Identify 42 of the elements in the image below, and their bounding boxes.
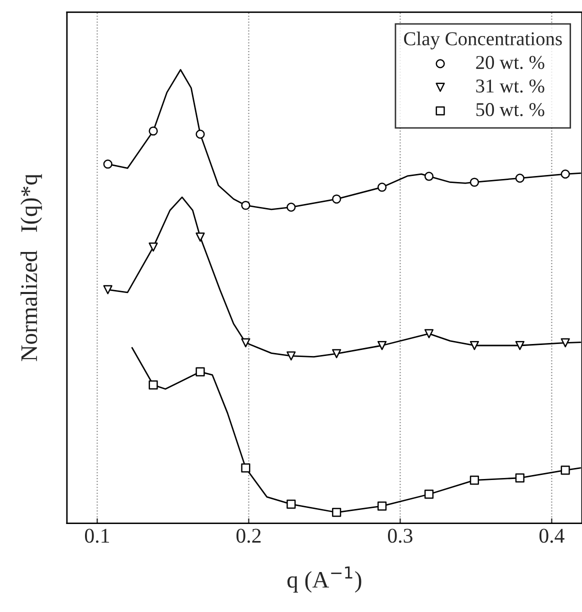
point [515,473,524,482]
point [377,340,387,350]
point [286,500,296,509]
point [103,160,112,169]
point [470,178,479,187]
y-axis-title: Normalized I(q)*q [20,174,42,362]
x-tick-label: 0.1 [85,528,109,543]
point [332,508,342,517]
legend-label: 50 wt. % [476,103,544,116]
x-tick-label: 0.4 [539,528,564,543]
point [286,202,296,212]
x-tick-label: 0.2 [236,528,261,543]
point [196,130,205,139]
point [424,490,434,499]
point [148,242,158,252]
point [470,340,479,350]
point [241,338,250,348]
point [470,476,479,485]
point [377,501,387,511]
point [332,194,342,204]
legend-title: Clay Concentrations [404,32,562,50]
legend-label: 20 wt. % [476,56,544,70]
point [560,466,570,475]
point [377,182,387,192]
point [560,338,570,348]
point [241,200,250,210]
point [286,351,296,360]
point [560,170,570,179]
point [515,340,524,350]
x-tick-label: 0.3 [388,528,412,543]
point [196,232,205,242]
point [332,349,342,358]
point [103,285,112,294]
point [424,172,434,181]
point [515,174,524,183]
point [241,463,250,472]
x-axis-title: q (A$^{−1}$) [287,566,362,593]
point [196,367,205,376]
point [148,380,158,390]
point [148,126,158,136]
point [424,329,434,338]
legend-label: 31 wt. % [476,79,544,93]
